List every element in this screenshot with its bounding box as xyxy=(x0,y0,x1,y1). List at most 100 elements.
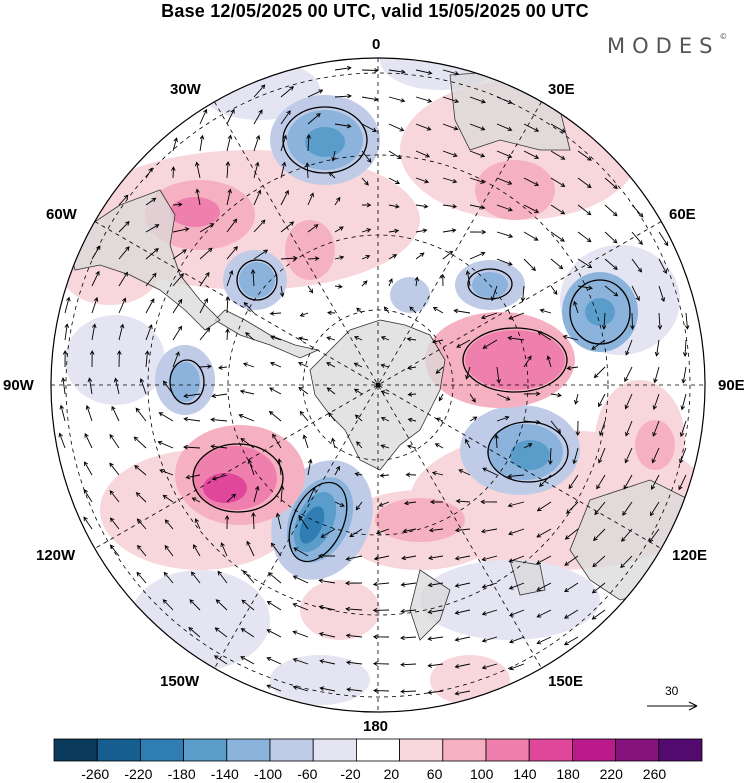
wind-vector xyxy=(226,108,235,125)
wind-vector xyxy=(145,197,157,206)
wind-vector xyxy=(320,528,336,538)
wind-vector xyxy=(307,89,324,98)
wind-vector xyxy=(298,336,309,341)
wind-vector xyxy=(402,528,417,534)
wind-vector xyxy=(523,391,541,397)
wind-vector xyxy=(480,528,498,534)
wind-vector xyxy=(62,350,68,368)
wind-vector xyxy=(349,528,363,538)
wind-vector xyxy=(185,474,201,480)
wind-vector xyxy=(361,68,379,73)
wind-vector xyxy=(91,270,100,287)
wind-vector xyxy=(354,414,363,422)
wind-vector xyxy=(159,469,174,476)
wind-vector xyxy=(306,134,312,152)
reference-vector-label: 30 xyxy=(665,684,679,698)
wind-vector xyxy=(307,285,314,294)
wind-vector xyxy=(435,366,444,374)
wind-vectors xyxy=(58,65,690,696)
colorbar-swatch xyxy=(572,738,617,762)
wind-vector xyxy=(270,335,282,341)
wind-vector xyxy=(266,684,282,692)
wind-vector xyxy=(183,416,201,422)
wind-vector xyxy=(678,474,687,491)
wind-vector xyxy=(172,202,183,207)
wind-vector xyxy=(550,420,561,434)
wind-vector xyxy=(508,312,525,320)
wind-vector xyxy=(319,659,336,665)
wind-vector xyxy=(539,308,552,314)
wind-vector xyxy=(509,636,525,644)
wind-vector xyxy=(162,380,174,395)
wind-vector xyxy=(345,660,363,665)
wind-vector xyxy=(183,393,201,399)
wind-vector xyxy=(496,204,513,212)
wind-vector xyxy=(280,161,287,179)
wind-vector xyxy=(572,447,579,465)
wind-vector xyxy=(427,636,444,641)
wind-vector xyxy=(253,249,269,260)
wind-vector xyxy=(496,393,511,401)
colorbar-swatch xyxy=(399,738,444,762)
wind-vector xyxy=(415,96,433,103)
wind-vector xyxy=(415,150,431,158)
wind-vector xyxy=(334,123,352,129)
wind-vector xyxy=(145,298,155,314)
wind-vector xyxy=(442,177,458,184)
wind-vector xyxy=(59,404,66,422)
wind-vector xyxy=(652,393,660,410)
wind-vector xyxy=(508,609,525,617)
wind-vector xyxy=(523,123,540,132)
wind-vector xyxy=(455,498,471,504)
wind-vector xyxy=(601,312,607,330)
wind-vector xyxy=(658,231,669,247)
wind-vector xyxy=(592,555,606,568)
wind-vector xyxy=(453,308,471,314)
wind-vector xyxy=(318,631,336,638)
wind-vector xyxy=(372,581,390,587)
wind-vector xyxy=(253,161,260,179)
wind-vector xyxy=(520,285,526,303)
wind-vector xyxy=(355,501,363,511)
wind-vector xyxy=(307,112,321,125)
wind-vector xyxy=(318,578,336,584)
wind-vector xyxy=(139,378,147,395)
colorbar-swatch xyxy=(528,738,573,762)
wind-vector xyxy=(622,501,633,516)
wind-vector xyxy=(64,323,70,341)
wind-vector xyxy=(266,629,282,638)
wind-vector xyxy=(279,285,285,298)
wind-vector xyxy=(599,420,606,437)
wind-vector xyxy=(113,377,120,395)
wind-vector xyxy=(61,377,66,395)
lon-label-60e: 60E xyxy=(669,206,696,223)
wind-vector xyxy=(334,65,352,71)
wind-vector xyxy=(388,254,398,260)
wind-vector xyxy=(239,389,255,395)
wind-vector xyxy=(277,458,282,476)
wind-vector xyxy=(292,685,309,692)
wind-vector xyxy=(118,221,130,233)
wind-vector xyxy=(523,258,536,272)
wind-vector xyxy=(631,231,643,246)
wind-vector xyxy=(388,203,400,209)
wind-vector xyxy=(334,465,340,476)
lon-label-90w: 90W xyxy=(3,377,34,394)
wind-vector xyxy=(361,150,372,163)
colorbar-tick-label: 220 xyxy=(599,766,623,782)
wind-vector xyxy=(378,501,390,507)
wind-vector xyxy=(631,258,643,273)
wind-vector xyxy=(226,245,238,260)
wind-vector xyxy=(415,252,425,260)
wind-vector xyxy=(568,474,579,490)
wind-vector xyxy=(109,433,120,449)
wind-vector xyxy=(465,366,471,380)
wind-vector xyxy=(85,404,93,422)
wind-vector xyxy=(242,362,255,368)
wind-vector xyxy=(361,254,371,260)
wind-vector xyxy=(145,272,157,287)
wind-vector xyxy=(566,365,579,371)
wind-vector xyxy=(481,582,498,589)
wind-vector xyxy=(305,162,310,179)
wind-vector xyxy=(539,474,552,488)
